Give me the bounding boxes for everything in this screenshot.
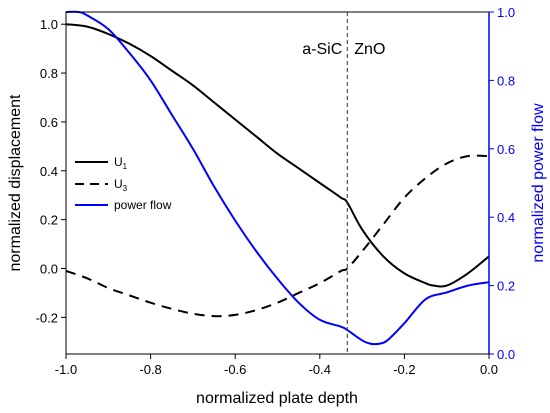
x-tick-label: -0.2 xyxy=(393,362,415,377)
label-a-sic: a-SiC xyxy=(302,41,342,58)
y-left-tick-label: 0.6 xyxy=(40,115,58,130)
y-right-tick-label: 0.8 xyxy=(497,73,515,88)
y-left-tick-label: 1.0 xyxy=(40,17,58,32)
legend-u1-name: U xyxy=(114,155,123,169)
x-tick-label: -0.8 xyxy=(139,362,161,377)
legend-u1-label: U1 xyxy=(114,155,128,171)
y-right-tick-label: 0.6 xyxy=(497,142,515,157)
legend-power-flow-label: power flow xyxy=(114,198,172,212)
y-right-tick-label: 0.0 xyxy=(497,347,515,362)
y-axis-left-label: normalized displacement xyxy=(7,94,24,272)
legend-u3-name: U xyxy=(114,177,123,191)
y-right-tick-label: 0.2 xyxy=(497,279,515,294)
y-left-tick-label: 0.0 xyxy=(40,262,58,277)
legend-u3-label: U3 xyxy=(114,177,128,193)
x-tick-label: 0.0 xyxy=(480,362,498,377)
y-left-tick-label: 0.2 xyxy=(40,213,58,228)
x-tick-label: -0.4 xyxy=(309,362,331,377)
series-line-u3 xyxy=(65,154,490,318)
right-axis-ticks: 0.0 0.2 0.4 0.6 0.8 1.0 xyxy=(489,5,515,362)
plot-frame xyxy=(65,11,490,355)
legend-u3-subscript: 3 xyxy=(123,184,128,193)
y-left-tick-label: -0.2 xyxy=(36,310,58,325)
y-left-tick-label: 0.8 xyxy=(40,66,58,81)
x-axis-ticks: -1.0 -0.8 -0.6 -0.4 -0.2 0.0 xyxy=(55,354,498,377)
y-axis-right-label: normalized power flow xyxy=(530,103,547,263)
y-left-tick-label: 0.4 xyxy=(40,164,58,179)
y-right-tick-label: 1.0 xyxy=(497,5,515,20)
series-line-u1 xyxy=(65,23,490,288)
y-right-tick-label: 0.4 xyxy=(497,210,515,225)
series-line-power-flow xyxy=(65,10,490,346)
label-zno: ZnO xyxy=(354,41,385,58)
legend: U1 U3 power flow xyxy=(75,155,172,212)
left-axis-ticks: -0.2 0.0 0.2 0.4 0.6 0.8 1.0 xyxy=(36,17,66,325)
x-tick-label: -1.0 xyxy=(55,362,77,377)
lines-layer xyxy=(65,10,490,346)
x-tick-label: -0.6 xyxy=(224,362,246,377)
legend-u1-subscript: 1 xyxy=(123,162,128,171)
x-axis-label: normalized plate depth xyxy=(196,390,358,407)
